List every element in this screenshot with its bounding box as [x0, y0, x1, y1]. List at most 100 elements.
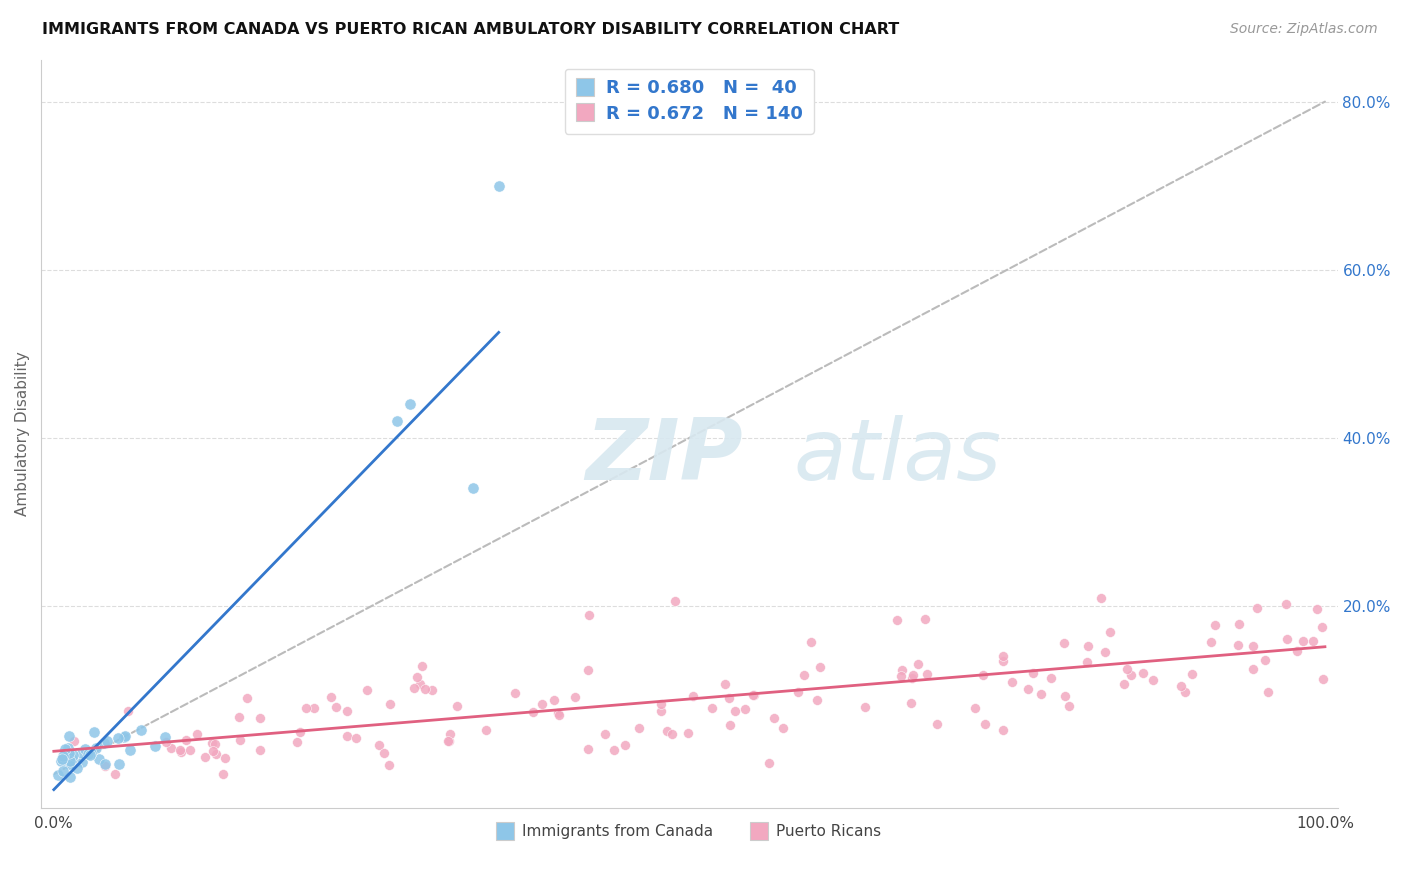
Point: [682, 689, 704, 703]
Point: [914, 612, 936, 626]
Point: [201, 736, 224, 750]
Point: [547, 706, 569, 720]
Point: [439, 734, 461, 748]
Point: [75, 741, 97, 756]
Point: [1076, 655, 1098, 669]
Point: [66, 761, 89, 775]
Point: [718, 690, 741, 705]
Point: [249, 743, 271, 757]
Point: [411, 659, 433, 673]
Point: [356, 682, 378, 697]
Point: [742, 688, 765, 702]
Point: [378, 697, 401, 711]
Point: [406, 670, 429, 684]
Point: [1142, 673, 1164, 687]
Point: [1039, 671, 1062, 685]
Point: [806, 692, 828, 706]
Point: [1274, 597, 1296, 611]
Point: [1132, 666, 1154, 681]
Point: [1292, 634, 1315, 648]
Point: [1115, 662, 1137, 676]
Point: [886, 613, 908, 627]
Point: [1053, 635, 1076, 649]
Point: [718, 718, 741, 732]
Point: [1302, 634, 1324, 648]
Point: [1275, 632, 1298, 646]
Point: [294, 701, 316, 715]
Point: [104, 767, 127, 781]
Point: [1241, 640, 1264, 654]
Point: [1257, 684, 1279, 698]
Point: [578, 608, 600, 623]
Point: [664, 593, 686, 607]
Point: [176, 732, 198, 747]
Point: [437, 734, 460, 748]
Point: [107, 731, 129, 746]
Point: [325, 700, 347, 714]
Point: [925, 716, 948, 731]
Point: [70, 746, 93, 760]
Point: [1001, 675, 1024, 690]
Point: [385, 414, 408, 428]
Point: [915, 666, 938, 681]
Point: [787, 685, 810, 699]
Point: [593, 727, 616, 741]
Point: [58, 748, 80, 763]
Point: [398, 397, 420, 411]
Text: IMMIGRANTS FROM CANADA VS PUERTO RICAN AMBULATORY DISABILITY CORRELATION CHART: IMMIGRANTS FROM CANADA VS PUERTO RICAN A…: [42, 22, 900, 37]
Point: [344, 731, 367, 745]
Point: [890, 669, 912, 683]
Text: atlas: atlas: [793, 415, 1001, 498]
Point: [522, 705, 544, 719]
Point: [1181, 666, 1204, 681]
Point: [903, 668, 925, 682]
Point: [413, 682, 436, 697]
Point: [772, 721, 794, 735]
Point: [439, 727, 461, 741]
Point: [70, 755, 93, 769]
Point: [676, 726, 699, 740]
Point: [79, 747, 101, 762]
Point: [84, 741, 107, 756]
Point: [205, 747, 228, 761]
Point: [576, 663, 599, 677]
Point: [60, 751, 83, 765]
Point: [118, 743, 141, 757]
Point: [52, 749, 75, 764]
Point: [52, 764, 75, 779]
Point: [321, 690, 343, 704]
Point: [972, 667, 994, 681]
Point: [288, 725, 311, 739]
Point: [1170, 679, 1192, 693]
Point: [229, 733, 252, 747]
Point: [1204, 617, 1226, 632]
Point: [302, 701, 325, 715]
Point: [1090, 591, 1112, 605]
Point: [713, 677, 735, 691]
Point: [1310, 619, 1333, 633]
Point: [420, 682, 443, 697]
Point: [96, 734, 118, 748]
Point: [1017, 682, 1039, 697]
Point: [51, 752, 73, 766]
Point: [603, 742, 626, 756]
Point: [367, 738, 389, 752]
Point: [160, 740, 183, 755]
Point: [531, 698, 554, 712]
Point: [378, 757, 401, 772]
Point: [408, 677, 430, 691]
Point: [742, 688, 765, 702]
Point: [907, 657, 929, 671]
Point: [655, 723, 678, 738]
Point: [214, 751, 236, 765]
Point: [58, 730, 80, 744]
Point: [1053, 690, 1076, 704]
Y-axis label: Ambulatory Disability: Ambulatory Disability: [15, 351, 30, 516]
Point: [1021, 666, 1043, 681]
Point: [49, 754, 72, 768]
Point: [973, 717, 995, 731]
Point: [991, 723, 1014, 737]
Point: [114, 729, 136, 743]
Point: [1099, 624, 1122, 639]
Point: [143, 739, 166, 753]
